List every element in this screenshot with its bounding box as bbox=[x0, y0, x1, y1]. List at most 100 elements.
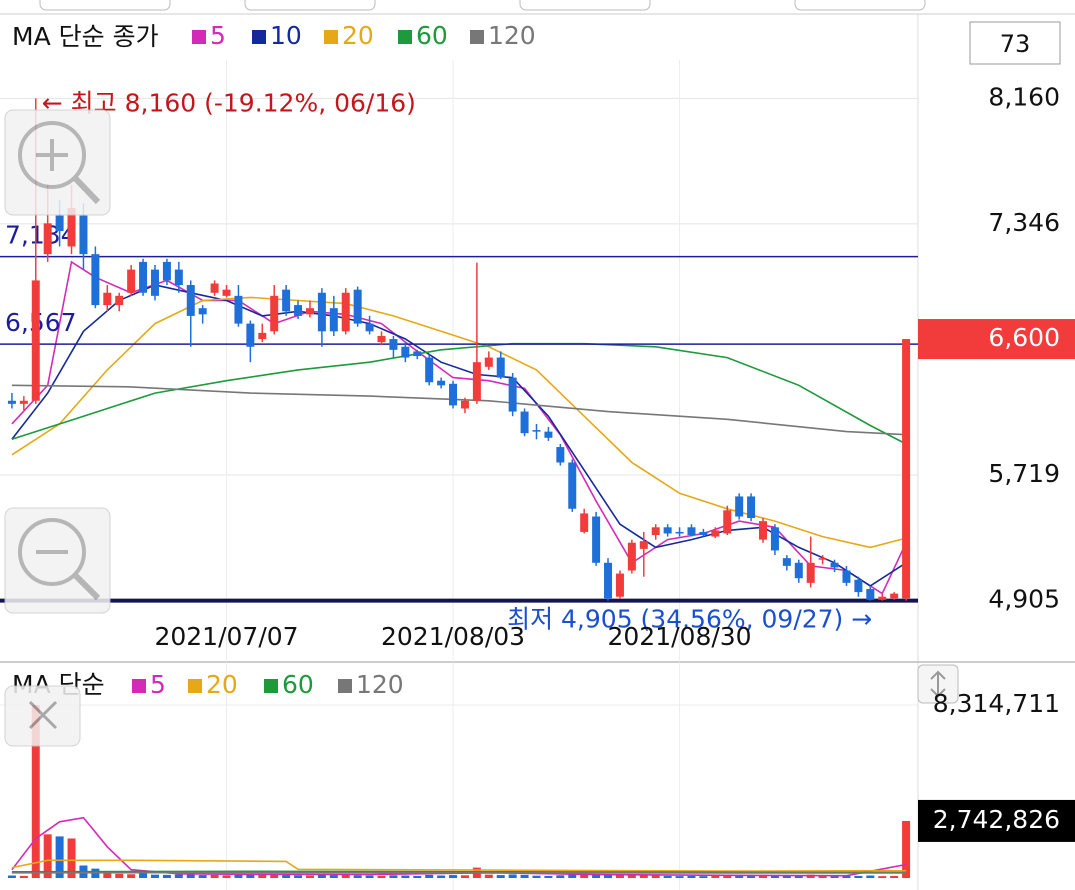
candle-body bbox=[365, 323, 374, 332]
candle-body bbox=[139, 261, 148, 293]
volume-bar bbox=[484, 874, 493, 878]
candle-body bbox=[305, 308, 314, 315]
legend-swatch bbox=[338, 679, 352, 693]
legend-swatch bbox=[188, 679, 202, 693]
candle-body bbox=[282, 289, 291, 312]
candle-body bbox=[520, 411, 529, 434]
volume-bar bbox=[413, 875, 422, 878]
x-tick-label: 2021/07/07 bbox=[154, 622, 298, 651]
candle-body bbox=[770, 527, 779, 551]
volume-bar bbox=[127, 874, 136, 878]
candle-body bbox=[91, 254, 100, 306]
tab-button[interactable] bbox=[519, 0, 651, 11]
volume-bar bbox=[282, 875, 291, 878]
candle-body bbox=[687, 527, 696, 536]
candle-body bbox=[31, 280, 40, 401]
candle-body bbox=[115, 295, 124, 306]
candle-body bbox=[210, 283, 219, 293]
badge-box bbox=[969, 21, 1061, 65]
volume-bar bbox=[401, 875, 410, 878]
legend-label: 20 bbox=[342, 21, 374, 50]
volume-bar bbox=[532, 875, 541, 878]
volume-bar bbox=[270, 874, 279, 878]
candle-body bbox=[615, 573, 624, 597]
zoom-out-button[interactable] bbox=[4, 507, 111, 614]
volume-bar bbox=[103, 871, 112, 878]
volume-bar bbox=[186, 872, 195, 878]
close-button[interactable] bbox=[4, 685, 81, 747]
y-tick-label: 7,346 bbox=[988, 208, 1060, 237]
volume-bar bbox=[294, 875, 303, 878]
volume-bar bbox=[520, 874, 529, 878]
legend-label: 60 bbox=[416, 21, 448, 50]
volume-bar bbox=[782, 875, 791, 878]
candle-body bbox=[782, 558, 791, 566]
volume-bar bbox=[234, 874, 243, 878]
legend-label: 20 bbox=[206, 670, 238, 699]
candle-body bbox=[413, 351, 422, 357]
last-price-box bbox=[918, 319, 1075, 360]
tab-button[interactable] bbox=[244, 0, 376, 11]
candle-body bbox=[747, 496, 756, 519]
volume-bar bbox=[425, 874, 434, 878]
volume-bar bbox=[55, 836, 64, 878]
volume-bar bbox=[639, 874, 648, 878]
candle-body bbox=[246, 323, 255, 347]
candle-body bbox=[460, 400, 469, 409]
volume-bar bbox=[854, 875, 863, 878]
candle-body bbox=[67, 207, 76, 247]
legend-swatch bbox=[324, 30, 338, 44]
tab-button[interactable] bbox=[39, 0, 171, 11]
volume-bar bbox=[258, 874, 267, 878]
candle-body bbox=[353, 289, 362, 324]
candle-body bbox=[472, 362, 481, 401]
zoom-in-button[interactable] bbox=[4, 109, 111, 216]
reference-label: 7,134 bbox=[5, 221, 77, 250]
candle-body bbox=[711, 530, 720, 537]
volume-bar bbox=[174, 874, 183, 878]
candle-body bbox=[806, 562, 815, 583]
volume-bar bbox=[222, 875, 231, 878]
candle-body bbox=[258, 332, 267, 340]
candle-body bbox=[103, 292, 112, 306]
resize-button[interactable] bbox=[917, 664, 959, 704]
candle-body bbox=[902, 339, 911, 599]
volume-bar bbox=[604, 874, 613, 878]
candle-body bbox=[79, 215, 88, 255]
low-annotation: 최저 4,905 (34.56%, 09/27) → bbox=[507, 605, 872, 634]
legend-swatch bbox=[470, 30, 484, 44]
volume-bar bbox=[43, 834, 52, 878]
candle-body bbox=[270, 295, 279, 332]
candle-body bbox=[19, 400, 28, 404]
legend-swatch bbox=[264, 679, 278, 693]
volume-bar bbox=[365, 875, 374, 878]
volume-bar bbox=[878, 876, 887, 878]
candle-body bbox=[639, 541, 648, 549]
candle-body bbox=[174, 269, 183, 286]
volume-bar bbox=[794, 875, 803, 878]
volume-bar bbox=[115, 873, 124, 878]
volume-bar bbox=[496, 875, 505, 878]
volume-bar bbox=[842, 875, 851, 878]
last-price-label: 6,600 bbox=[988, 323, 1060, 352]
last-volume-box bbox=[918, 799, 1075, 842]
candle-body bbox=[532, 430, 541, 432]
volume-bar bbox=[663, 875, 672, 878]
volume-bar bbox=[305, 875, 314, 878]
volume-bar bbox=[198, 875, 207, 878]
volume-bar bbox=[711, 875, 720, 878]
candle-body bbox=[651, 527, 660, 536]
x-tick-label: 2021/08/30 bbox=[608, 622, 752, 651]
legend-swatch bbox=[132, 679, 146, 693]
volume-bar bbox=[866, 875, 875, 878]
volume-bar bbox=[341, 874, 350, 878]
candle-body bbox=[162, 261, 171, 281]
legend-label: 120 bbox=[488, 21, 536, 50]
candle-body bbox=[55, 215, 64, 232]
ma-line bbox=[11, 296, 907, 549]
volume-bar bbox=[615, 874, 624, 878]
candle-body bbox=[43, 223, 52, 255]
tab-button[interactable] bbox=[794, 0, 926, 11]
ma-line bbox=[11, 384, 907, 436]
volume-bar bbox=[890, 875, 899, 878]
